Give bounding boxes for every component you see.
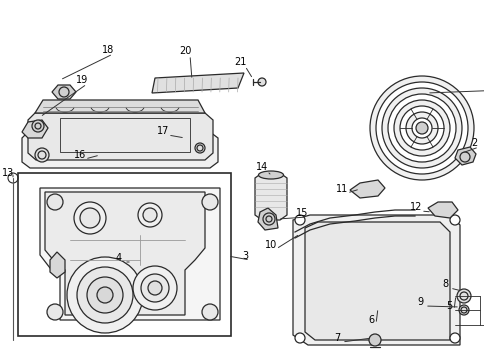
Text: 14: 14 [256, 162, 268, 172]
Polygon shape [454, 147, 475, 165]
Circle shape [74, 202, 106, 234]
Polygon shape [257, 208, 277, 230]
Circle shape [294, 215, 304, 225]
Circle shape [294, 333, 304, 343]
Circle shape [368, 334, 380, 346]
Circle shape [67, 257, 143, 333]
Circle shape [399, 106, 443, 150]
Circle shape [369, 76, 473, 180]
Circle shape [411, 118, 431, 138]
Text: 6: 6 [367, 315, 373, 325]
Text: 4: 4 [116, 253, 122, 263]
Text: 3: 3 [242, 251, 247, 261]
Circle shape [381, 88, 461, 168]
Bar [18, 173, 230, 336]
Text: 20: 20 [179, 46, 191, 56]
Text: 21: 21 [233, 57, 246, 67]
Text: 16: 16 [74, 150, 86, 160]
Polygon shape [22, 132, 217, 168]
Circle shape [47, 304, 63, 320]
Circle shape [138, 203, 162, 227]
Circle shape [141, 274, 168, 302]
Polygon shape [255, 173, 287, 220]
Text: 15: 15 [295, 208, 307, 218]
Circle shape [456, 289, 470, 303]
Circle shape [375, 82, 467, 174]
Circle shape [80, 208, 100, 228]
Polygon shape [50, 252, 65, 278]
Circle shape [449, 333, 459, 343]
Text: 5: 5 [445, 301, 451, 311]
Polygon shape [28, 113, 212, 160]
Circle shape [35, 148, 49, 162]
Circle shape [458, 305, 468, 315]
Text: 11: 11 [335, 184, 348, 194]
Polygon shape [40, 188, 220, 320]
Circle shape [257, 78, 265, 86]
Polygon shape [35, 100, 205, 113]
Text: 19: 19 [76, 75, 88, 85]
Circle shape [133, 266, 177, 310]
Circle shape [415, 122, 427, 134]
Circle shape [77, 267, 133, 323]
Circle shape [449, 215, 459, 225]
Polygon shape [304, 222, 449, 340]
Polygon shape [292, 215, 459, 345]
Polygon shape [349, 180, 384, 198]
Text: 18: 18 [102, 45, 114, 55]
Text: 8: 8 [441, 279, 447, 289]
Text: 10: 10 [264, 240, 276, 250]
Text: 7: 7 [333, 333, 339, 343]
Circle shape [87, 277, 123, 313]
Circle shape [201, 194, 217, 210]
Circle shape [393, 100, 449, 156]
Circle shape [143, 208, 157, 222]
Circle shape [387, 94, 455, 162]
Text: 17: 17 [156, 126, 169, 136]
Text: 12: 12 [409, 202, 421, 212]
Circle shape [405, 112, 437, 144]
Ellipse shape [258, 171, 283, 179]
Text: 2: 2 [470, 138, 476, 148]
Polygon shape [427, 202, 457, 218]
Polygon shape [22, 120, 48, 138]
Circle shape [148, 281, 162, 295]
Circle shape [195, 143, 205, 153]
Text: 13: 13 [2, 168, 14, 178]
Circle shape [32, 120, 44, 132]
Circle shape [201, 304, 217, 320]
Circle shape [97, 287, 113, 303]
Polygon shape [45, 192, 205, 315]
Polygon shape [151, 73, 243, 93]
Text: 9: 9 [416, 297, 422, 307]
Bar [60, 118, 190, 152]
Circle shape [47, 194, 63, 210]
Polygon shape [52, 85, 76, 99]
